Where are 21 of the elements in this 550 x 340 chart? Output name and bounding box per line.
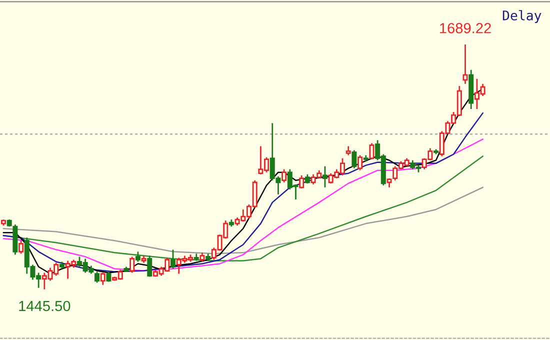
candlestick	[200, 252, 205, 262]
candlestick	[147, 254, 152, 278]
candlestick	[369, 142, 374, 160]
annotation: 1445.50	[19, 300, 70, 312]
candlestick	[130, 256, 135, 274]
candlestick	[346, 146, 351, 156]
candlestick	[18, 240, 24, 254]
candlestick	[100, 272, 106, 286]
candlestick	[106, 271, 112, 282]
candlestick	[322, 166, 328, 188]
candlestick	[352, 150, 357, 169]
candlestick	[170, 248, 176, 270]
candlestick	[135, 250, 140, 262]
text: Delay	[502, 10, 542, 23]
candlestick	[94, 271, 100, 284]
candlestick	[358, 154, 363, 172]
candlestick	[299, 174, 304, 190]
annotation: 1689.22	[440, 22, 491, 34]
candlestick	[282, 168, 287, 184]
candlestick	[462, 44, 468, 85]
candlestick	[304, 174, 310, 184]
